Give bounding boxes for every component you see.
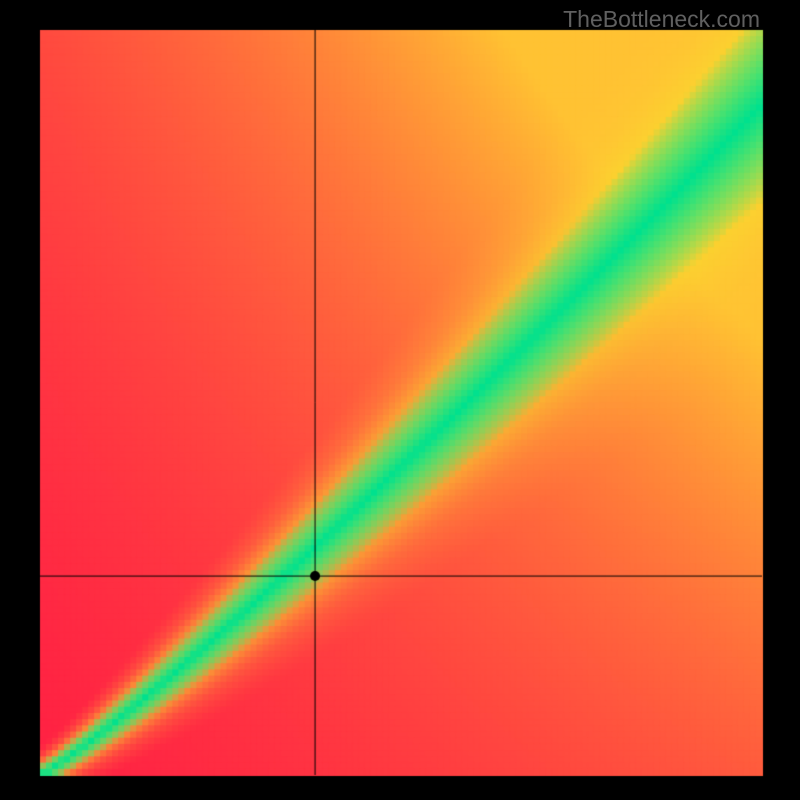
chart-container: TheBottleneck.com <box>0 0 800 800</box>
bottleneck-heatmap <box>0 0 800 800</box>
watermark-text: TheBottleneck.com <box>563 6 760 33</box>
